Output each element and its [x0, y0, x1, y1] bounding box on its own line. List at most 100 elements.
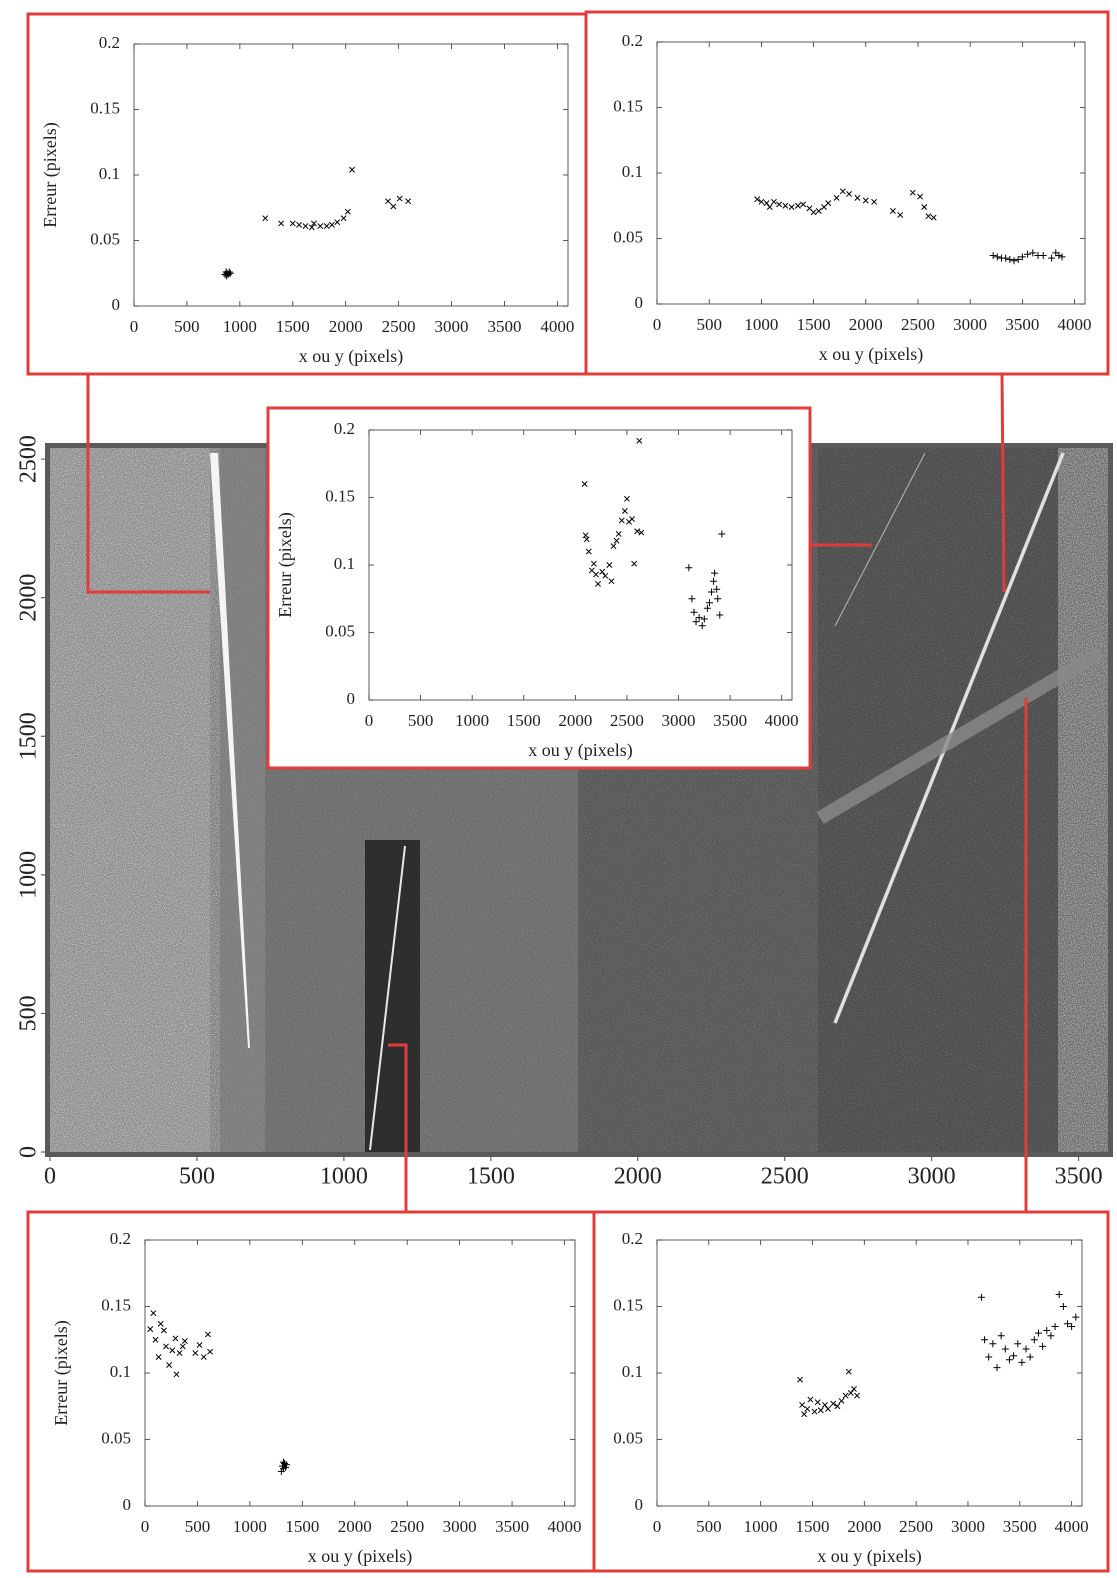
point: [817, 1407, 824, 1414]
y-tick-label: 2000: [16, 574, 42, 622]
x-tick-label: 0: [653, 315, 662, 334]
y-tick-label: 0.15: [101, 1295, 131, 1314]
point: [621, 508, 628, 514]
y-tick-label: 0.2: [334, 419, 355, 438]
point: [993, 1364, 1001, 1372]
point: [807, 1396, 814, 1403]
x-tick-label: 3000: [435, 317, 469, 336]
point: [349, 166, 356, 173]
y-tick-label: 0.2: [622, 31, 643, 50]
point: [700, 615, 708, 623]
point: [1072, 1313, 1080, 1321]
connector: [388, 1043, 408, 1212]
point: [262, 215, 269, 222]
x-tick-label: 2500: [899, 1517, 933, 1536]
point: [1002, 254, 1010, 262]
y-tick-label: 0.05: [101, 1428, 131, 1447]
point: [204, 1331, 211, 1338]
point: [811, 1408, 818, 1415]
x-tick-label: 4000: [548, 1517, 582, 1536]
y-tick-label: 0.1: [99, 164, 120, 183]
x-tick-label: 0: [141, 1517, 150, 1536]
point: [810, 209, 817, 216]
point: [302, 223, 309, 230]
x-tick-label: 4000: [1055, 1517, 1089, 1536]
point: [631, 560, 638, 567]
point: [758, 198, 765, 205]
streak: [369, 845, 406, 1151]
point: [405, 198, 412, 205]
point: [310, 220, 317, 227]
point: [692, 618, 700, 626]
point: [289, 220, 296, 227]
y-tick-label: 0.05: [613, 227, 643, 246]
y-tick-label: 0: [635, 293, 644, 312]
inset-chart: 0 500 1000 1500 2000 2500 3000 3500 4000 0 0.05 0.1…: [266, 406, 812, 770]
point: [839, 188, 846, 195]
point: [754, 196, 761, 203]
y-tick-label: 0.2: [99, 33, 120, 52]
x-tick-label: 3000: [662, 711, 696, 730]
point: [150, 1310, 157, 1317]
point: [179, 1343, 186, 1350]
point: [833, 194, 840, 201]
point: [340, 215, 347, 222]
point: [623, 495, 630, 502]
y-tick-label: 0: [123, 1495, 132, 1514]
point: [147, 1326, 154, 1333]
point: [1034, 1329, 1042, 1337]
point: [157, 1320, 164, 1327]
point: [698, 622, 706, 630]
point: [192, 1350, 199, 1357]
x-tick-label: 1500: [467, 1164, 515, 1190]
point: [921, 204, 928, 211]
point: [334, 219, 341, 226]
point: [871, 198, 878, 205]
point: [1043, 1326, 1051, 1334]
point: [847, 1389, 854, 1396]
y-tick-label: 0.05: [325, 621, 355, 640]
x-tick-label: 1500: [276, 317, 310, 336]
point: [685, 564, 693, 572]
inset-chart: 0 500 1000 1500 2000 2500 3000 3500 4000 0 0.05 0.1…: [26, 12, 588, 376]
point: [610, 543, 617, 550]
point: [593, 571, 599, 578]
point: [1026, 1353, 1034, 1361]
point: [636, 437, 643, 444]
point: [390, 203, 397, 210]
y-tick-label: 0.1: [622, 1362, 643, 1381]
point: [766, 204, 773, 211]
point: [825, 1405, 831, 1412]
x-tick-label: 2000: [614, 1164, 662, 1190]
point: [845, 1368, 852, 1375]
connector: [86, 374, 210, 594]
point: [1005, 1356, 1013, 1364]
x-axis-label: x ou y (pixels): [308, 1546, 412, 1567]
point: [615, 530, 622, 537]
point: [396, 195, 403, 202]
y-tick-label: 1500: [16, 712, 42, 760]
point: [815, 208, 822, 214]
connectors: [86, 373, 1028, 1212]
point: [708, 588, 716, 596]
image-chart: 0 500 1000 1500 2000 2500 3000 3500 0 500 1000 1500…: [16, 435, 1113, 1190]
point: [770, 198, 777, 205]
point: [688, 595, 696, 603]
point: [821, 1401, 828, 1408]
point: [308, 224, 315, 231]
y-tick-label: 0.1: [334, 554, 355, 573]
connector: [1000, 373, 1006, 593]
x-tick-label: 4000: [540, 317, 574, 336]
x-tick-label: 3500: [1055, 1164, 1103, 1190]
x-tick-label: 2500: [382, 317, 416, 336]
point: [602, 572, 609, 579]
x-tick-label: 500: [185, 1517, 211, 1536]
point: [618, 517, 625, 524]
point: [854, 1392, 861, 1399]
point: [160, 1327, 167, 1334]
point: [1039, 1342, 1047, 1350]
point: [1048, 254, 1056, 262]
image-noise: [1058, 448, 1108, 1152]
x-tick-label: 3000: [953, 315, 987, 334]
